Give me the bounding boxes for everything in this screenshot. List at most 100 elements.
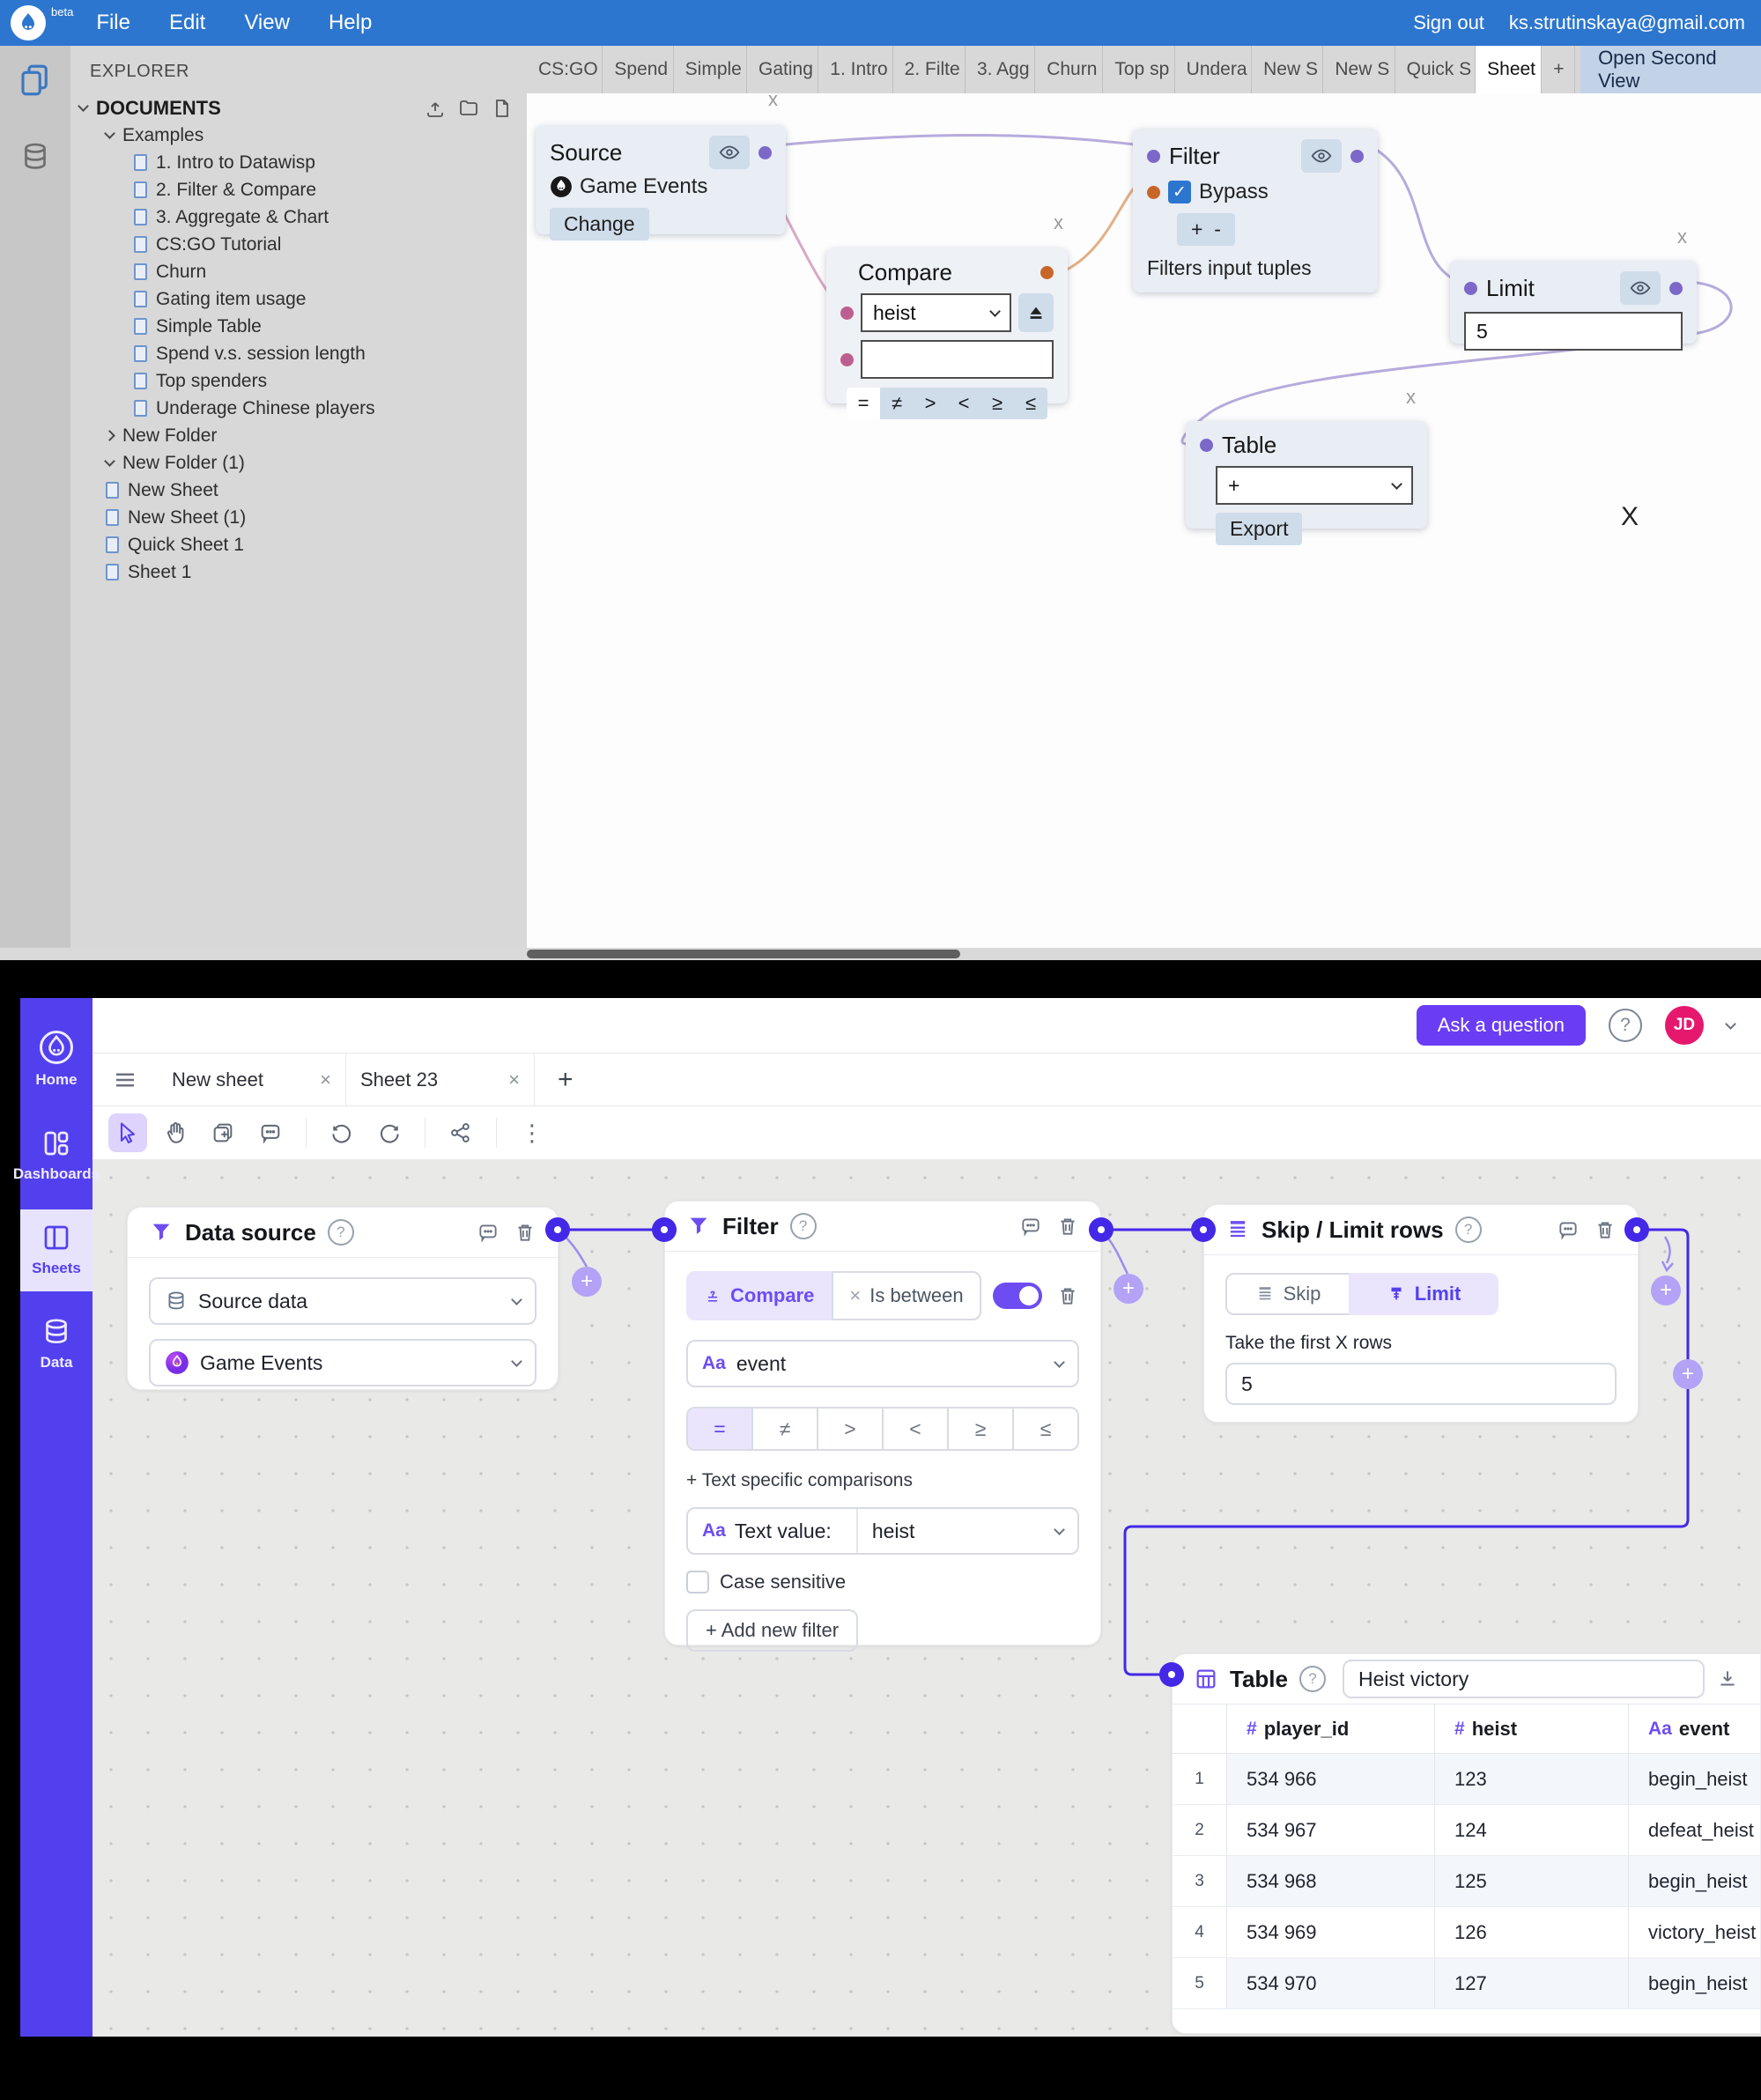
- filter-node[interactable]: Filter ✓ Bypass + - Filters input tuples: [1133, 129, 1378, 292]
- eject-icon[interactable]: [1018, 293, 1054, 332]
- compare-node[interactable]: Compare heist = ≠ > < ≥ ≤: [826, 248, 1068, 419]
- tree-doc[interactable]: Quick Sheet 1: [70, 531, 527, 558]
- trash-icon[interactable]: [514, 1221, 536, 1244]
- trash-icon[interactable]: [1056, 1215, 1079, 1238]
- menu-edit[interactable]: Edit: [168, 11, 206, 34]
- op-greater[interactable]: >: [818, 1409, 884, 1449]
- tree-doc[interactable]: 2. Filter & Compare: [70, 176, 527, 203]
- table-node[interactable]: Table + Export: [1186, 421, 1427, 545]
- tree-doc[interactable]: Top spenders: [70, 367, 527, 395]
- output-port[interactable]: [758, 145, 772, 159]
- avatar[interactable]: JD: [1665, 1006, 1704, 1045]
- limit-mode-button[interactable]: Limit: [1349, 1273, 1498, 1315]
- tab[interactable]: Quick S: [1395, 46, 1476, 93]
- tree-doc[interactable]: Simple Table: [70, 313, 527, 340]
- table-name-input[interactable]: Heist victory: [1342, 1660, 1705, 1698]
- tree-doc[interactable]: Sheet 1: [70, 558, 527, 586]
- sidebar-item-data[interactable]: Data: [20, 1304, 92, 1386]
- close-node-icon[interactable]: x: [1054, 211, 1063, 233]
- undo-button[interactable]: [322, 1113, 361, 1152]
- case-sensitive-checkbox[interactable]: [686, 1571, 709, 1593]
- upload-icon[interactable]: [425, 98, 446, 119]
- tab[interactable]: 1. Intro: [818, 46, 893, 93]
- add-new-filter-button[interactable]: + Add new filter: [686, 1609, 859, 1652]
- text-specific-comparisons-link[interactable]: + Text specific comparisons: [686, 1470, 913, 1490]
- compare-value-input[interactable]: [861, 340, 1054, 379]
- chevron-down-icon[interactable]: [1725, 1017, 1736, 1030]
- input-port[interactable]: [652, 1217, 677, 1242]
- output-port[interactable]: [1624, 1217, 1649, 1242]
- input-port[interactable]: [1191, 1217, 1216, 1242]
- op-equals[interactable]: =: [688, 1409, 753, 1449]
- input-port[interactable]: [1159, 1662, 1184, 1687]
- ask-question-button[interactable]: Ask a question: [1416, 1005, 1586, 1046]
- limit-node[interactable]: Limit 5: [1450, 261, 1697, 351]
- sign-out-link[interactable]: Sign out: [1413, 11, 1484, 33]
- help-icon[interactable]: ?: [789, 1213, 817, 1239]
- tree-folder-new-folder-1[interactable]: New Folder (1): [70, 449, 527, 477]
- change-button[interactable]: Change: [550, 208, 649, 240]
- tab[interactable]: New S: [1252, 46, 1324, 93]
- menu-view[interactable]: View: [244, 11, 290, 34]
- tab[interactable]: 3. Agg: [966, 46, 1036, 93]
- input-port[interactable]: [1464, 281, 1477, 295]
- sheet-tab-new-sheet[interactable]: New sheet ×: [158, 1053, 346, 1106]
- close-node-icon[interactable]: x: [1677, 226, 1687, 248]
- tab-sheet-active[interactable]: Sheet: [1476, 46, 1543, 93]
- input-port[interactable]: [1200, 439, 1213, 452]
- documents-panel-icon[interactable]: [17, 62, 54, 99]
- op-not-equals[interactable]: ≠: [891, 392, 903, 414]
- download-icon[interactable]: [1716, 1667, 1739, 1690]
- op-greater[interactable]: >: [924, 392, 936, 414]
- skip-mode-button[interactable]: Skip: [1225, 1273, 1349, 1315]
- add-node-button[interactable]: +: [1114, 1274, 1143, 1304]
- input-port[interactable]: [1147, 149, 1160, 163]
- new-file-icon[interactable]: [492, 98, 513, 119]
- tree-doc[interactable]: 1. Intro to Datawisp: [70, 149, 527, 176]
- sheet-tab-sheet-23[interactable]: Sheet 23 ×: [346, 1053, 535, 1106]
- hamburger-menu-icon[interactable]: [92, 1067, 158, 1093]
- tree-doc[interactable]: Underage Chinese players: [70, 395, 527, 422]
- op-less[interactable]: <: [958, 392, 970, 414]
- close-node-icon[interactable]: x: [768, 88, 778, 110]
- tree-folder-new-folder[interactable]: New Folder: [70, 422, 527, 449]
- comment-icon[interactable]: [477, 1221, 499, 1244]
- trash-icon[interactable]: [1056, 1284, 1079, 1307]
- comment-tool[interactable]: [251, 1113, 290, 1152]
- add-column-select[interactable]: +: [1216, 466, 1413, 505]
- filter-card[interactable]: Filter ? Compare × Is between Aa event: [664, 1201, 1101, 1652]
- horizontal-scrollbar[interactable]: [0, 948, 1761, 960]
- help-icon[interactable]: ?: [1454, 1216, 1482, 1243]
- menu-help[interactable]: Help: [328, 11, 373, 34]
- op-equals[interactable]: =: [847, 388, 880, 419]
- output-port[interactable]: [1350, 149, 1364, 163]
- table-card[interactable]: Table ? Heist victory # player_id # heist …: [1172, 1653, 1761, 2034]
- database-panel-icon[interactable]: [19, 141, 51, 173]
- share-button[interactable]: [441, 1113, 480, 1152]
- input-port-a[interactable]: [840, 306, 854, 320]
- tab[interactable]: CS:GO: [527, 46, 603, 93]
- input-port-b[interactable]: [840, 352, 854, 366]
- add-node-button[interactable]: +: [572, 1267, 602, 1297]
- data-source-card[interactable]: Data source ? Source data Game Events: [127, 1207, 559, 1390]
- help-icon[interactable]: ?: [327, 1219, 354, 1246]
- sidebar-item-home[interactable]: Home: [20, 1017, 92, 1103]
- op-gte[interactable]: ≥: [949, 1409, 1014, 1449]
- scrollbar-thumb[interactable]: [527, 950, 960, 958]
- tab[interactable]: Gating: [747, 46, 819, 93]
- open-second-view-button[interactable]: Open Second View: [1580, 46, 1761, 93]
- eye-icon[interactable]: [1301, 139, 1342, 173]
- tree-doc[interactable]: New Sheet: [70, 477, 527, 504]
- op-gte[interactable]: ≥: [991, 392, 1003, 414]
- tab[interactable]: Churn: [1035, 46, 1104, 93]
- output-port[interactable]: [545, 1217, 570, 1242]
- trash-icon[interactable]: [1594, 1218, 1617, 1241]
- tree-doc[interactable]: Churn: [70, 258, 527, 285]
- tab[interactable]: Top sp: [1103, 46, 1175, 93]
- select-tool[interactable]: [108, 1113, 147, 1152]
- text-value-select[interactable]: Aa Text value: heist: [686, 1507, 1079, 1555]
- skip-limit-card[interactable]: Skip / Limit rows ? Skip Limit Take the …: [1203, 1204, 1639, 1423]
- tab[interactable]: Undera: [1175, 46, 1253, 93]
- close-tab-icon[interactable]: ×: [508, 1068, 520, 1091]
- new-folder-icon[interactable]: [458, 98, 479, 119]
